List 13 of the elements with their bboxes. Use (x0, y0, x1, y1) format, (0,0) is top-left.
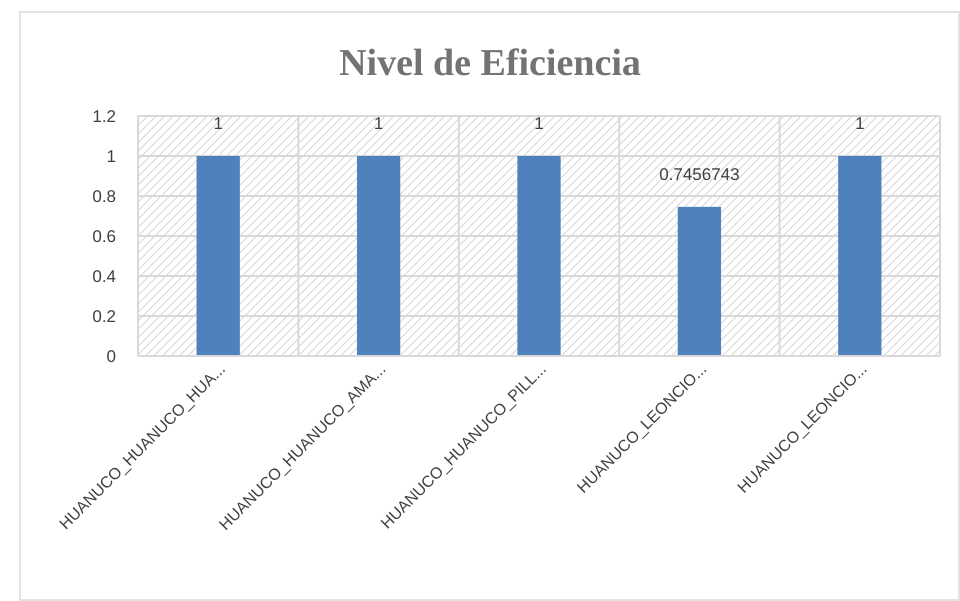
y-tick-label: 0.4 (92, 266, 116, 286)
y-tick-label: 0.8 (92, 186, 116, 206)
data-label: 1 (213, 114, 223, 133)
chart-title: Nivel de Eficiencia (339, 42, 641, 84)
y-tick-label: 0.6 (92, 226, 116, 246)
data-label: 1 (534, 114, 544, 133)
data-label: 1 (374, 114, 384, 133)
y-tick-label: 0 (106, 346, 116, 366)
data-label: 1 (855, 114, 865, 133)
y-tick-label: 0.2 (92, 306, 116, 326)
y-tick-label: 1.2 (92, 106, 116, 126)
y-tick-label: 1 (106, 146, 116, 166)
data-label: 0.7456743 (659, 164, 740, 184)
